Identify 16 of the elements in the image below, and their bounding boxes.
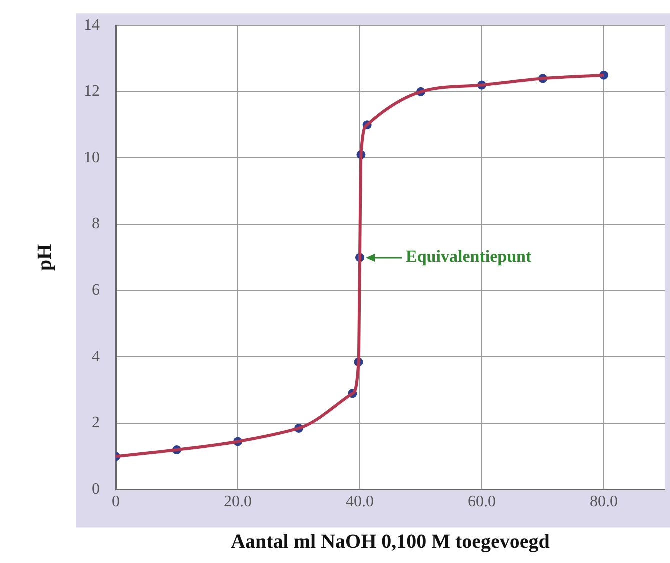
x-tick-label: 40.0: [346, 494, 374, 511]
y-tick-label: 0: [92, 481, 100, 498]
y-tick-label: 4: [92, 348, 100, 366]
x-tick-label: 20.0: [224, 494, 252, 511]
y-tick-label: 2: [92, 414, 100, 432]
x-tick-label: 0: [112, 494, 120, 511]
annotation: Equivalentiepunt: [406, 247, 532, 266]
y-tick-label: 14: [84, 16, 100, 34]
x-axis-title: Aantal ml NaOH 0,100 M toegevoegd: [231, 531, 550, 554]
x-tick-label: 80.0: [590, 494, 618, 511]
x-tick-label: 60.0: [468, 494, 496, 511]
y-tick-label: 6: [92, 282, 100, 300]
y-tick-label: 12: [84, 83, 100, 100]
y-tick-label: 10: [84, 149, 100, 166]
y-axis-title: pH: [34, 244, 56, 272]
y-tick-label: 8: [92, 216, 100, 233]
